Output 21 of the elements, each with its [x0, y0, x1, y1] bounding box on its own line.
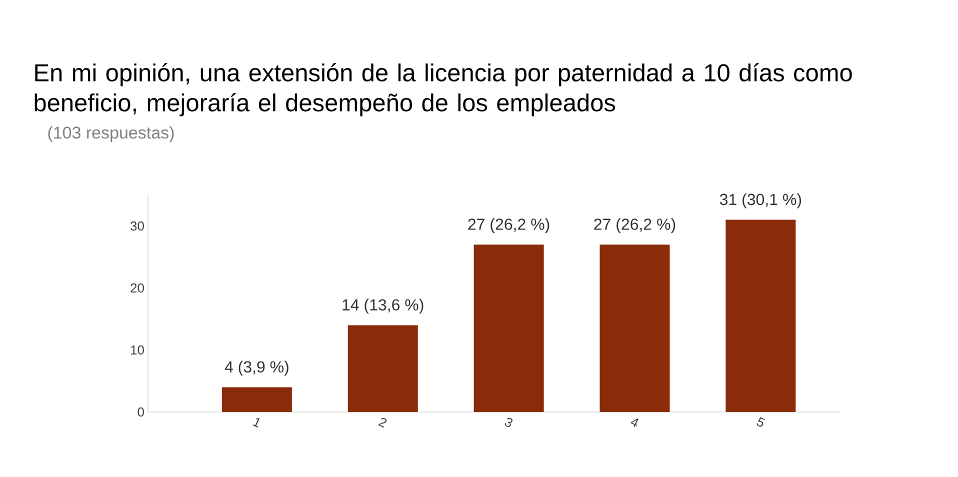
bar [474, 244, 544, 412]
bar [348, 325, 418, 412]
chart-title: En mi opinión, una extensión de la licencia por paternidad a 10 días como beneficio, mejoraría el desempeño de los empleados [34, 63, 852, 116]
y-tick-label: 0 [138, 407, 144, 417]
x-tick-label: 2 [378, 418, 387, 428]
data-label: 27 (26,2 %) [594, 218, 676, 234]
x-tick-label: 4 [630, 418, 638, 428]
bar [222, 387, 292, 412]
y-tick-label: 10 [131, 345, 144, 355]
x-tick-label: 3 [504, 418, 513, 427]
bar [726, 220, 796, 412]
chart-subtitle: (103 respuestas) [48, 126, 174, 142]
data-label: 27 (26,2 %) [468, 218, 550, 234]
data-label: 4 (3,9 %) [224, 360, 288, 376]
y-tick-label: 30 [130, 221, 144, 231]
data-label: 31 (30,1 %) [720, 193, 802, 208]
bar [600, 244, 670, 412]
x-tick-label: 1 [252, 418, 260, 428]
y-tick-label: 20 [130, 283, 144, 293]
data-label: 14 (13,6 %) [342, 298, 424, 314]
x-tick-label: 5 [756, 417, 765, 427]
